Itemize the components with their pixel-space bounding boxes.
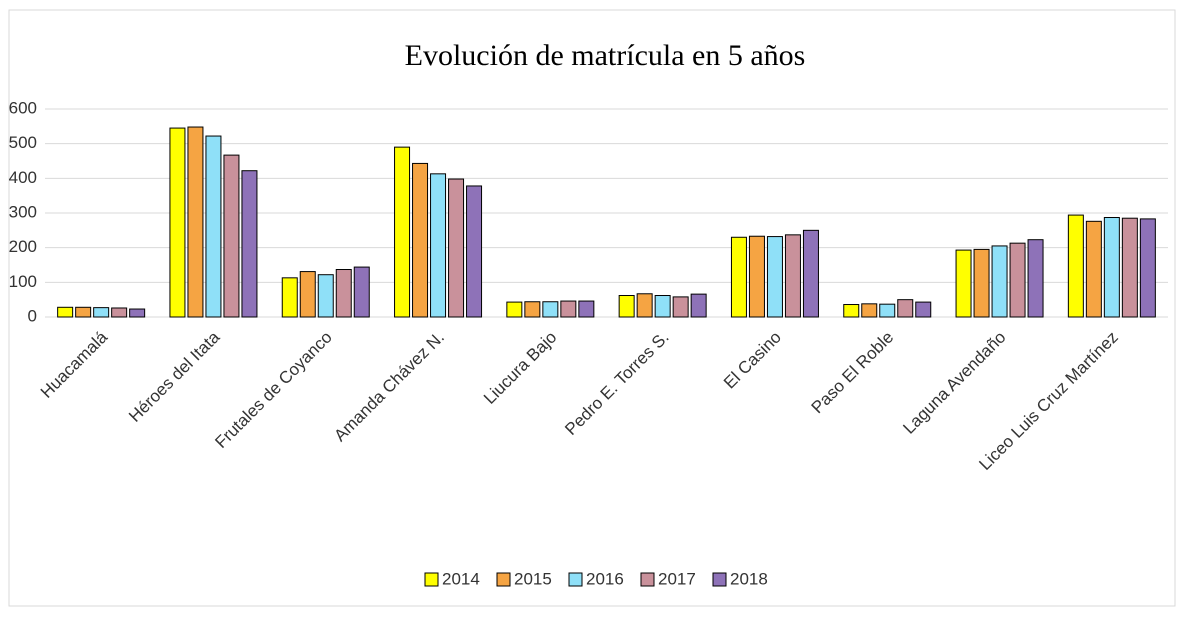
bar: [299, 271, 316, 318]
legend-label: 2017: [658, 569, 696, 588]
y-tick-label: 200: [9, 237, 37, 256]
bar: [654, 295, 671, 318]
bar: [57, 306, 74, 318]
bar: [843, 304, 860, 318]
bar: [560, 300, 577, 318]
bar: [506, 301, 523, 318]
bar: [111, 307, 128, 318]
legend-label: 2014: [442, 569, 480, 588]
bar: [466, 185, 483, 318]
bar: [636, 293, 653, 318]
bar: [879, 303, 896, 318]
bar: [241, 170, 258, 318]
bar: [205, 135, 222, 318]
bar: [223, 154, 240, 318]
bar: [75, 306, 92, 318]
y-tick-label: 600: [9, 98, 37, 117]
legend-swatch: [568, 572, 583, 587]
bar: [353, 266, 370, 318]
bar: [766, 236, 783, 318]
bar: [991, 245, 1008, 318]
bar: [578, 300, 595, 318]
y-tick-label: 100: [9, 272, 37, 291]
bar: [335, 269, 352, 318]
bar: [448, 178, 465, 318]
bar: [690, 293, 707, 318]
bar: [784, 234, 801, 318]
legend-swatch: [424, 572, 439, 587]
bar: [1009, 242, 1026, 318]
bar: [1067, 214, 1084, 318]
bar: [973, 248, 990, 318]
y-tick-label: 500: [9, 133, 37, 152]
bar: [1121, 217, 1138, 318]
legend-swatch: [640, 572, 655, 587]
legend-label: 2015: [514, 569, 552, 588]
bar: [93, 307, 110, 318]
y-tick-label: 0: [28, 306, 37, 325]
bar: [955, 249, 972, 318]
bar: [730, 236, 747, 318]
legend-label: 2016: [586, 569, 624, 588]
bar: [412, 162, 429, 318]
bar: [129, 308, 146, 318]
bar: [1103, 217, 1120, 318]
bar: [672, 296, 689, 318]
bar: [542, 301, 559, 318]
legend-swatch: [496, 572, 511, 587]
bar: [1085, 220, 1102, 318]
bar: [281, 277, 298, 318]
y-tick-label: 400: [9, 168, 37, 187]
y-tick-label: 300: [9, 202, 37, 221]
bar: [394, 146, 411, 318]
legend-label: 2018: [730, 569, 768, 588]
bar: [915, 301, 932, 318]
bar: [524, 301, 541, 318]
bar: [748, 235, 765, 318]
chart-title: Evolución de matrícula en 5 años: [405, 39, 806, 72]
bar: [187, 126, 204, 318]
bar: [430, 173, 447, 318]
bar: [897, 299, 914, 318]
bar: [169, 127, 186, 318]
bar: [1027, 239, 1044, 318]
legend-swatch: [712, 572, 727, 587]
bar: [802, 229, 819, 318]
bar: [317, 274, 334, 318]
bar: [861, 303, 878, 318]
bar: [618, 295, 635, 318]
bar: [1139, 218, 1156, 318]
